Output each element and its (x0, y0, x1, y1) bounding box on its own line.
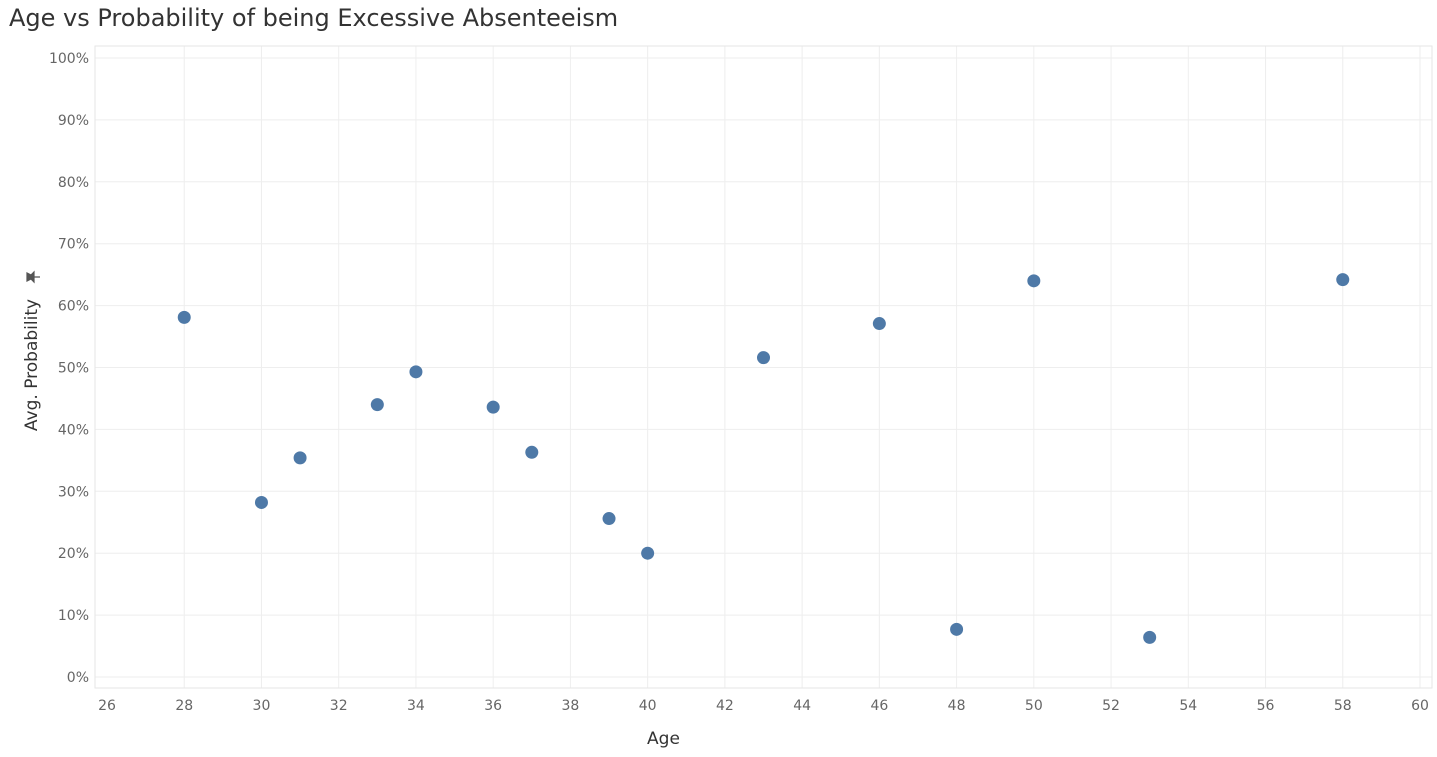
data-point[interactable] (950, 622, 964, 636)
y-tick-label: 40% (58, 422, 89, 438)
x-tick-label: 44 (793, 698, 811, 714)
data-point[interactable] (602, 512, 616, 526)
x-tick-label: 58 (1334, 698, 1352, 714)
y-axis-title: Avg. Probability (22, 299, 42, 431)
y-tick-label: 10% (58, 608, 89, 624)
data-point[interactable] (525, 445, 539, 459)
x-tick-label: 54 (1179, 698, 1197, 714)
data-point[interactable] (370, 398, 384, 412)
x-axis-ticks: 26 28 30 32 34 36 38 40 42 44 46 48 50 52 54 56 58 60 (98, 698, 1429, 714)
data-point[interactable] (409, 365, 423, 379)
x-tick-label: 28 (175, 698, 193, 714)
y-tick-label: 100% (49, 51, 89, 67)
plot-area-border (94, 45, 1433, 689)
data-point[interactable] (872, 317, 886, 331)
y-tick-label: 30% (58, 484, 89, 500)
y-tick-label: 20% (58, 546, 89, 562)
chart-title: Age vs Probability of being Excessive Ab… (9, 4, 619, 32)
y-tick-label: 70% (58, 237, 89, 253)
x-tick-label: 50 (1025, 698, 1043, 714)
x-tick-label: 32 (330, 698, 348, 714)
y-tick-label: 50% (58, 361, 89, 377)
data-point[interactable] (177, 310, 191, 324)
y-axis-ticks: 0% 10% 20% 30% 40% 50% 60% 70% 80% 90% 100% (49, 51, 89, 686)
data-point[interactable] (1143, 630, 1157, 644)
x-tick-label: 30 (253, 698, 271, 714)
y-axis-title-group: Avg. Probability (22, 270, 42, 431)
data-point[interactable] (757, 351, 770, 365)
data-point[interactable] (254, 495, 268, 509)
data-point[interactable] (293, 451, 307, 465)
y-tick-label: 60% (58, 299, 89, 315)
data-point[interactable] (641, 546, 655, 560)
data-points (177, 273, 1350, 644)
x-tick-label: 38 (561, 698, 579, 714)
grid-lines (95, 46, 1432, 688)
x-tick-label: 42 (716, 698, 734, 714)
x-axis-title: Age (647, 729, 680, 749)
x-tick-label: 40 (639, 698, 657, 714)
x-tick-label: 60 (1411, 698, 1429, 714)
x-tick-label: 52 (1102, 698, 1120, 714)
x-tick-label: 36 (484, 698, 502, 714)
x-tick-label: 46 (870, 698, 888, 714)
pin-icon[interactable] (26, 270, 40, 284)
y-tick-label: 0% (67, 670, 89, 686)
x-tick-label: 26 (98, 698, 116, 714)
x-tick-label: 48 (948, 698, 966, 714)
y-tick-label: 90% (58, 113, 89, 129)
y-tick-label: 80% (58, 175, 89, 191)
data-point[interactable] (486, 400, 500, 414)
data-point[interactable] (1027, 274, 1041, 288)
data-point[interactable] (1336, 273, 1350, 287)
x-tick-label: 34 (407, 698, 425, 714)
x-tick-label: 56 (1257, 698, 1275, 714)
